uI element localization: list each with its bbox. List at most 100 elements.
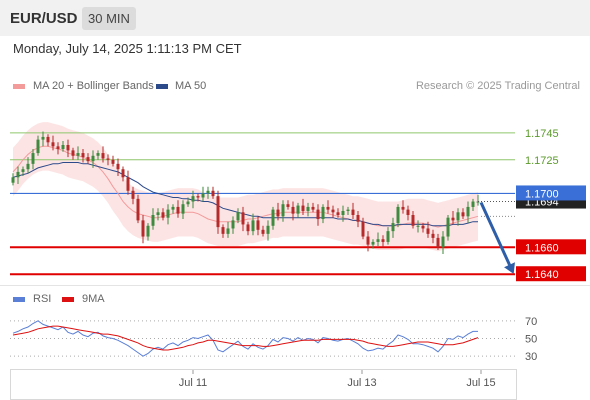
forecast-arrow-head <box>504 262 515 274</box>
candle-body <box>106 158 110 160</box>
candle-body <box>386 231 390 242</box>
rsi-tick-label: 50 <box>525 334 537 346</box>
candle-body <box>216 196 220 228</box>
candle-body <box>226 228 230 234</box>
level-label-1.1745: 1.1745 <box>525 128 559 140</box>
ma50-line <box>12 162 478 227</box>
candle-body <box>116 163 120 170</box>
candle-body <box>371 241 375 245</box>
candle-body <box>471 201 475 207</box>
candle-body <box>361 221 365 237</box>
candle-body <box>321 206 325 220</box>
candle-body <box>41 136 45 140</box>
rsi-tick-label: 30 <box>525 351 537 363</box>
time-axis-frame <box>10 369 517 400</box>
candle-body <box>466 206 470 217</box>
candle-body <box>316 209 320 220</box>
candle-body <box>421 225 425 229</box>
candle-body <box>251 220 255 232</box>
x-tick-label: Jul 11 <box>179 377 208 389</box>
candle-body <box>111 159 115 164</box>
candle-body <box>376 239 380 242</box>
candle-body <box>46 136 50 143</box>
candle-body <box>26 163 30 170</box>
candle-body <box>246 224 250 232</box>
candle-body <box>431 233 435 238</box>
candle-body <box>281 204 285 217</box>
candle-body <box>391 223 395 232</box>
candle-body <box>351 209 355 215</box>
candle-body <box>76 153 80 156</box>
bollinger-band <box>13 122 478 252</box>
rsi-ma-legend-label: 9MA <box>82 293 105 305</box>
candle-body <box>381 239 385 242</box>
rsi-line <box>12 320 478 357</box>
candle-body <box>136 198 140 221</box>
timeframe-button[interactable]: 30 MIN <box>82 7 136 30</box>
candle-body <box>66 145 70 151</box>
candle-body <box>336 212 340 215</box>
bb-legend-swatch <box>13 84 25 89</box>
candle-body <box>311 206 315 210</box>
candle-body <box>16 171 20 178</box>
candle-body <box>166 209 170 218</box>
candle-body <box>326 206 330 210</box>
candle-body <box>231 220 235 229</box>
candle-body <box>341 210 345 215</box>
candle-body <box>31 153 35 164</box>
candle-body <box>141 220 145 237</box>
level-label-1.1725: 1.1725 <box>525 155 559 167</box>
x-tick-label: Jul 15 <box>466 377 495 389</box>
candle-body <box>406 209 410 215</box>
candle-body <box>71 150 75 156</box>
candle-body <box>241 212 245 225</box>
candle-body <box>271 209 275 226</box>
candle-body <box>56 146 60 150</box>
candle-body <box>416 225 420 227</box>
candle-body <box>396 206 400 224</box>
candle-body <box>176 206 180 214</box>
instrument-name: EUR/USD <box>10 10 78 27</box>
rsi-ma-line <box>12 325 479 351</box>
level-label-1.1640-box <box>516 266 586 282</box>
candle-body <box>296 205 300 214</box>
candle-body <box>86 157 90 162</box>
candle-body <box>131 190 135 199</box>
candle-body <box>206 190 210 194</box>
candle-body <box>346 209 350 211</box>
rsi-legend-swatch <box>13 297 25 302</box>
candle-body <box>301 205 305 211</box>
ma50-legend-swatch <box>156 84 168 89</box>
level-label-1.1700: 1.1700 <box>525 188 559 200</box>
ma50-legend-label: MA 50 <box>175 80 207 92</box>
candle-body <box>196 196 200 198</box>
candle-body <box>201 193 205 198</box>
candle-body <box>286 204 290 207</box>
candle-body <box>306 206 310 211</box>
candle-body <box>356 215 360 222</box>
candle-body <box>266 225 270 234</box>
candle-body <box>61 145 65 150</box>
candle-body <box>91 155 95 162</box>
candle-body <box>291 206 295 214</box>
rsi-legend-label: RSI <box>33 293 52 305</box>
candle-body <box>156 212 160 215</box>
candle-body <box>451 217 455 221</box>
candle-body <box>191 196 195 202</box>
candle-body <box>36 139 40 154</box>
rsi-ma-legend-swatch <box>62 297 74 302</box>
credit-text: Research © 2025 Trading Central <box>415 80 580 92</box>
candle-body <box>456 212 460 221</box>
header-bar: EUR/USD 30 MIN <box>0 0 590 36</box>
forecast-arrow-shaft <box>479 201 514 271</box>
candle-body <box>96 153 100 156</box>
ma20-line <box>12 145 479 228</box>
bb-legend-label: MA 20 + Bollinger Bands <box>33 80 154 92</box>
candle-body <box>11 177 15 183</box>
candle-body <box>436 237 440 248</box>
candle-body <box>151 215 155 226</box>
x-tick-label: Jul 13 <box>347 377 376 389</box>
candle-body <box>461 212 465 217</box>
candle-body <box>221 227 225 234</box>
candle-body <box>146 225 150 237</box>
